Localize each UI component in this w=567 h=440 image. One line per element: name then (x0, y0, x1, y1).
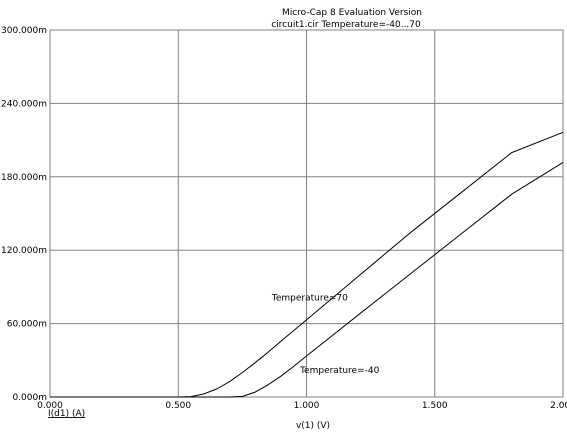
x-axis-label: v(1) (V) (296, 421, 330, 431)
x-tick-label: 0.000 (37, 401, 63, 411)
annotations: Temperature=70 Temperature=-40 (271, 293, 380, 376)
series-traces (50, 131, 564, 398)
y-tick-label: 60.000m (7, 320, 47, 330)
series-annotation-label: Temperature=-40 (299, 366, 380, 376)
chart-subtitle: circuit1.cir Temperature=-40...70 (271, 20, 421, 30)
y-tick-label: 180.000m (1, 173, 47, 183)
grid (49, 29, 564, 398)
y-axis-label: I(d1) (A) (48, 409, 85, 419)
y-tick-label: 240.000m (1, 99, 47, 109)
x-tick-label: 1.000 (294, 401, 320, 411)
y-tick-label: 0.000m (12, 393, 47, 403)
y-tick-label: 120.000m (1, 246, 47, 256)
x-tick-label: 0.500 (165, 401, 191, 411)
series-line (50, 161, 564, 398)
series-annotation-label: Temperature=70 (271, 293, 348, 303)
y-tick-label: 300.000m (1, 26, 47, 36)
chart-title: Micro-Cap 8 Evaluation Version (282, 8, 422, 18)
series-line (50, 131, 564, 398)
x-tick-label: 1.500 (422, 401, 448, 411)
tick-labels: 0.000 0.500 1.000 1.500 2.000 0.000m 60.000m 12… (1, 26, 567, 411)
x-tick-label: 2.000 (550, 401, 567, 411)
